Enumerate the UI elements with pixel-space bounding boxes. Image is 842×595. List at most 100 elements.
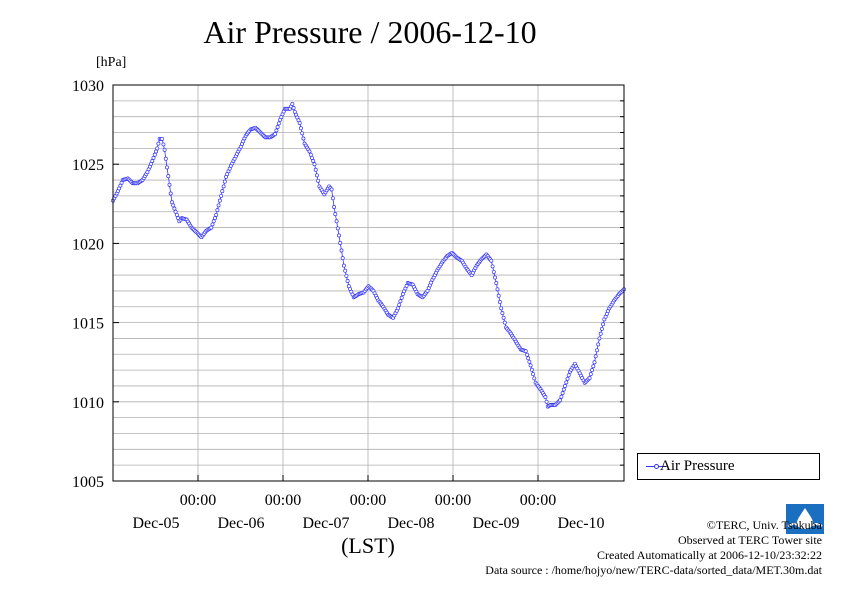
data-point: [273, 132, 278, 137]
data-point: [526, 356, 531, 361]
data-point: [590, 368, 595, 373]
data-point: [525, 352, 529, 357]
x-tick-label: 00:00: [265, 492, 301, 509]
terc-logo: [786, 504, 824, 534]
data-point: [211, 219, 216, 224]
data-point: [165, 165, 169, 170]
data-point: [213, 216, 217, 221]
y-tick-label: 1020: [72, 236, 104, 253]
data-point: [275, 125, 280, 129]
data-point: [344, 273, 349, 278]
data-point: [221, 184, 226, 189]
data-point: [311, 159, 316, 163]
y-axis-ticks: 1005 1010 1015 1020 1025 1030: [72, 78, 624, 491]
data-point: [335, 226, 340, 231]
y-tick-label: 1025: [72, 157, 104, 174]
data-point: [274, 128, 279, 133]
data-point: [588, 372, 593, 377]
data-point: [316, 178, 321, 183]
data-point: [167, 182, 172, 187]
data-point: [489, 258, 494, 263]
x-day-label: Dec-09: [472, 515, 519, 532]
data-point: [298, 126, 303, 131]
data-point: [297, 121, 302, 125]
chart-grid: [113, 85, 624, 481]
data-point: [598, 331, 603, 336]
data-point: [560, 391, 565, 396]
data-point: [330, 196, 335, 201]
data-point: [307, 149, 312, 154]
data-point: [161, 142, 166, 147]
data-point: [172, 206, 177, 211]
data-point: [219, 193, 224, 198]
legend-label: Air Pressure: [660, 458, 735, 474]
data-point: [337, 233, 341, 238]
data-point: [171, 203, 176, 208]
data-point: [314, 173, 319, 178]
data-point: [338, 241, 343, 245]
legend: Air Pressure: [637, 453, 820, 480]
data-point: [290, 102, 295, 106]
x-tick-label: 00:00: [350, 492, 386, 509]
data-point: [497, 300, 502, 304]
data-point: [333, 212, 338, 217]
data-point: [501, 315, 506, 320]
data-point: [341, 263, 346, 268]
data-point: [312, 162, 317, 167]
data-point: [166, 174, 171, 179]
data-point: [214, 212, 219, 217]
x-day-label: Dec-08: [387, 515, 434, 532]
x-axis-label: (LST): [341, 533, 395, 558]
data-point: [160, 136, 165, 141]
data-point: [563, 384, 567, 388]
credit-copyright: ©TERC, Univ. Tsukuba: [706, 518, 822, 532]
data-point: [399, 295, 404, 300]
data-point: [593, 354, 598, 359]
data-point: [564, 380, 569, 385]
data-point: [596, 342, 601, 347]
x-day-label: Dec-05: [132, 515, 179, 532]
credit-created: Created Automatically at 2006-12-10/23:3…: [597, 548, 822, 562]
plot-frame: [112, 84, 625, 482]
y-axis-unit: [hPa]: [96, 55, 127, 70]
data-point: [150, 159, 155, 163]
data-point: [529, 367, 534, 372]
data-point: [559, 394, 564, 399]
data-point: [490, 264, 495, 269]
y-tick-label: 1010: [72, 395, 104, 412]
y-tick-label: 1015: [72, 316, 104, 333]
data-point: [313, 167, 318, 172]
credit-site: Observed at TERC Tower site: [677, 533, 822, 547]
credits: ©TERC, Univ. Tsukuba Observed at TERC To…: [485, 518, 822, 578]
data-point: [334, 219, 339, 224]
data-point: [527, 359, 532, 364]
data-point: [558, 398, 563, 403]
data-point: [396, 306, 400, 311]
x-tick-label: 00:00: [180, 492, 216, 509]
data-point: [531, 372, 536, 377]
data-point: [343, 268, 348, 273]
data-point: [340, 256, 345, 261]
data-point: [276, 121, 281, 126]
data-point: [339, 248, 344, 253]
x-day-label: Dec-06: [217, 515, 264, 532]
data-point: [308, 152, 313, 157]
data-point: [152, 152, 157, 157]
x-tick-label: 00:00: [435, 492, 471, 509]
data-point: [601, 322, 606, 327]
data-point: [173, 209, 178, 214]
y-tick-label: 1005: [72, 474, 104, 491]
data-point: [222, 179, 227, 184]
data-point: [310, 155, 314, 160]
data-point: [502, 320, 507, 325]
data-point: [496, 293, 501, 298]
data-point: [168, 191, 173, 196]
data-point: [216, 203, 221, 208]
data-point: [528, 363, 533, 368]
data-point: [156, 141, 161, 146]
data-point: [592, 360, 597, 365]
data-point: [301, 136, 306, 141]
data-point: [163, 156, 168, 161]
data-point: [544, 399, 549, 404]
